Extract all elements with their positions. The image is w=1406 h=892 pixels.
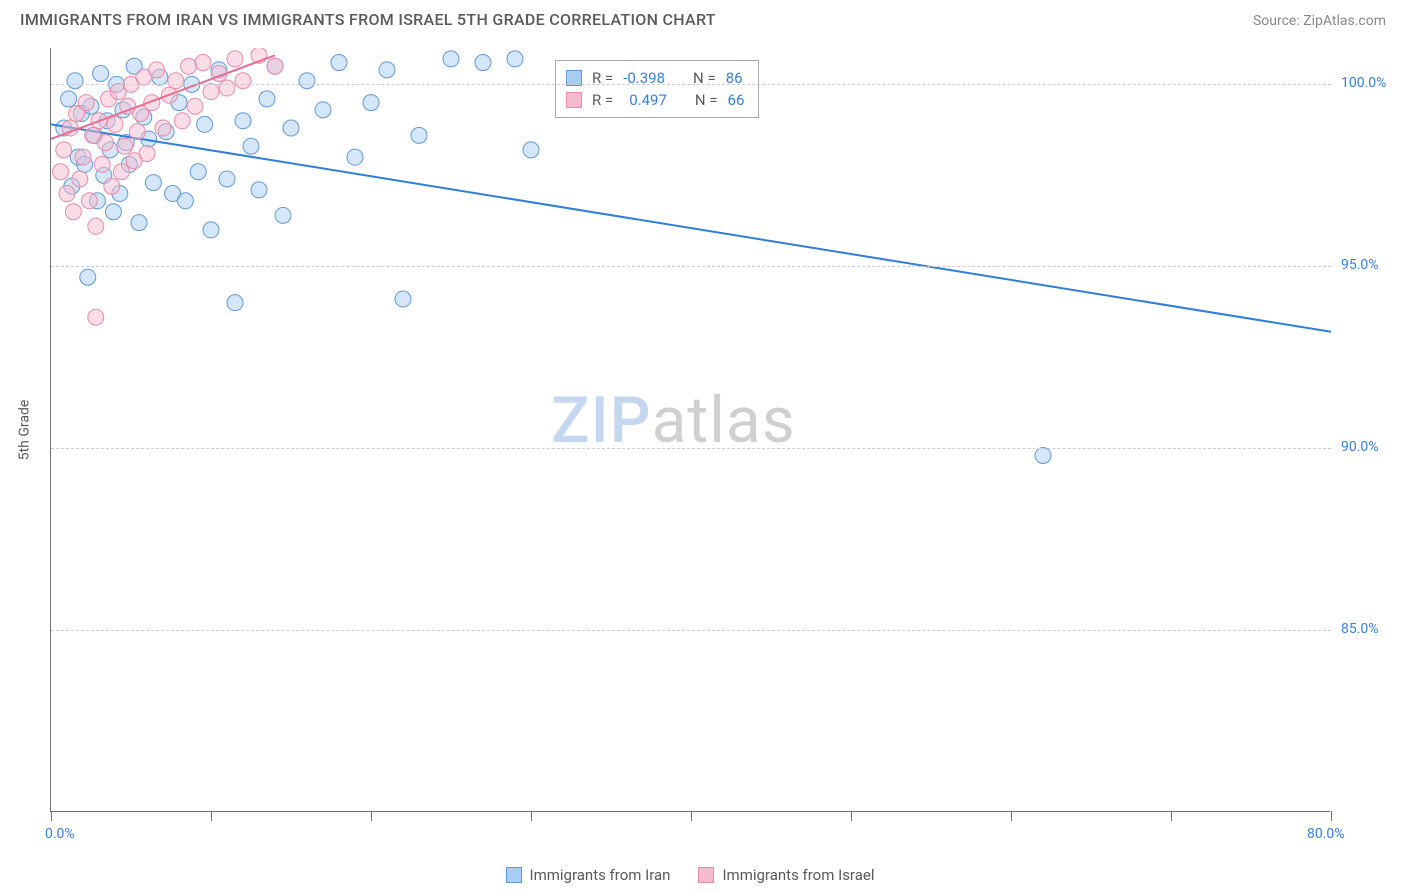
scatter-point [507,51,523,67]
scatter-point [56,142,72,158]
scatter-point [363,95,379,111]
x-tick [1331,811,1332,821]
scatter-point [275,207,291,223]
scatter-point [227,51,243,67]
chart-svg [51,48,1331,812]
scatter-point [259,91,275,107]
scatter-point [235,73,251,89]
scatter-point [149,62,165,78]
scatter-point [283,120,299,136]
scatter-point [80,269,96,285]
legend-item-israel: Immigrants from Israel [698,866,874,884]
scatter-point [203,84,219,100]
scatter-point [139,146,155,162]
scatter-point [168,73,184,89]
scatter-point [155,120,171,136]
scatter-point [131,215,147,231]
scatter-point [197,116,213,132]
scatter-point [174,113,190,129]
gridline [51,266,1331,267]
x-tick [51,811,52,821]
scatter-point [88,218,104,234]
x-tick-label: 0.0% [45,826,75,842]
scatter-point [181,58,197,74]
x-tick [211,811,212,821]
scatter-point [53,164,69,180]
scatter-point [475,55,491,71]
scatter-point [117,138,133,154]
swatch-israel-icon [566,92,582,108]
scatter-point [203,222,219,238]
stats-row-israel: R = 0.497 N = 66 [566,89,744,111]
x-tick [691,811,692,821]
scatter-point [1035,447,1051,463]
scatter-point [395,291,411,307]
x-tick [851,811,852,821]
scatter-point [59,186,75,202]
scatter-point [443,51,459,67]
y-tick-label: 100.0% [1341,75,1386,91]
scatter-point [61,91,77,107]
scatter-point [331,55,347,71]
scatter-point [315,102,331,118]
scatter-point [88,309,104,325]
swatch-iran-icon [506,867,522,883]
scatter-point [67,73,83,89]
scatter-point [379,62,395,78]
scatter-point [81,193,97,209]
scatter-point [113,164,129,180]
y-axis-label: 5th Grade [16,400,32,461]
scatter-point [219,80,235,96]
x-tick [1171,811,1172,821]
scatter-point [190,164,206,180]
scatter-point [75,149,91,165]
x-tick [371,811,372,821]
scatter-point [107,116,123,132]
scatter-point [195,55,211,71]
scatter-point [129,124,145,140]
scatter-point [227,295,243,311]
scatter-point [97,135,113,151]
scatter-point [411,127,427,143]
y-tick-label: 90.0% [1341,439,1379,455]
source-label: Source: ZipAtlas.com [1253,13,1386,29]
scatter-point [105,204,121,220]
plot-area: ZIPatlas R = -0.398 N = 86 R = 0.497 N =… [50,48,1330,812]
scatter-point [347,149,363,165]
scatter-point [251,182,267,198]
scatter-point [78,95,94,111]
scatter-point [104,178,120,194]
y-tick-label: 95.0% [1341,257,1379,273]
x-tick-label: 80.0% [1307,826,1345,842]
chart-container: 5th Grade ZIPatlas R = -0.398 N = 86 R =… [50,48,1386,812]
bottom-legend: Immigrants from Iran Immigrants from Isr… [50,866,1330,884]
legend-item-iran: Immigrants from Iran [506,866,671,884]
scatter-point [72,171,88,187]
scatter-point [145,175,161,191]
x-tick [1011,811,1012,821]
chart-title: IMMIGRANTS FROM IRAN VS IMMIGRANTS FROM … [20,10,716,29]
gridline [51,448,1331,449]
scatter-point [187,98,203,114]
scatter-point [219,171,235,187]
scatter-point [523,142,539,158]
scatter-point [94,156,110,172]
swatch-israel-icon [698,867,714,883]
scatter-point [177,193,193,209]
stats-row-iran: R = -0.398 N = 86 [566,67,744,89]
gridline [51,630,1331,631]
scatter-point [299,73,315,89]
gridline [51,84,1331,85]
scatter-point [93,65,109,81]
x-tick [531,811,532,821]
scatter-point [235,113,251,129]
scatter-point [267,58,283,74]
stats-legend-box: R = -0.398 N = 86 R = 0.497 N = 66 [555,60,759,118]
scatter-point [65,204,81,220]
y-tick-label: 85.0% [1341,621,1379,637]
scatter-point [243,138,259,154]
